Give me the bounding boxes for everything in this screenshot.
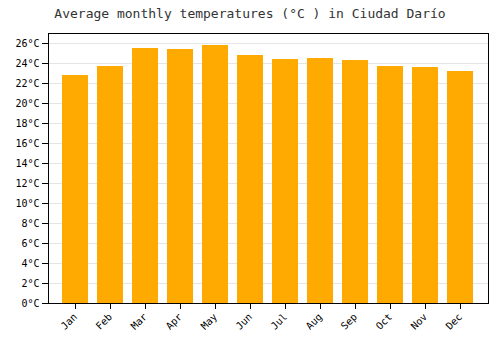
svg-text:4°C: 4°C [21,258,39,269]
svg-text:20°C: 20°C [15,98,39,109]
svg-text:Nov: Nov [409,311,430,332]
svg-text:14°C: 14°C [15,158,39,169]
svg-text:Jun: Jun [234,311,255,332]
svg-text:Aug: Aug [304,311,325,332]
svg-text:Apr: Apr [164,311,185,332]
svg-text:22°C: 22°C [15,78,39,89]
svg-text:18°C: 18°C [15,118,39,129]
svg-text:8°C: 8°C [21,218,39,229]
svg-text:2°C: 2°C [21,278,39,289]
svg-text:May: May [199,311,220,332]
svg-text:Oct: Oct [374,311,395,332]
svg-text:26°C: 26°C [15,38,39,49]
svg-text:10°C: 10°C [15,198,39,209]
svg-text:0°C: 0°C [21,298,39,309]
svg-text:Jul: Jul [269,311,290,332]
svg-text:6°C: 6°C [21,238,39,249]
svg-text:Sep: Sep [339,311,360,332]
svg-text:Dec: Dec [444,311,465,332]
svg-text:Feb: Feb [94,311,115,332]
html-text:Average monthly temperatures (: Average monthly temperatures (°C ) in Ci… [54,6,446,21]
svg-text:16°C: 16°C [15,138,39,149]
svg-text:24°C: 24°C [15,58,39,69]
svg-text:Mar: Mar [129,311,150,332]
svg-text:12°C: 12°C [15,178,39,189]
svg-text:Jan: Jan [59,311,80,332]
